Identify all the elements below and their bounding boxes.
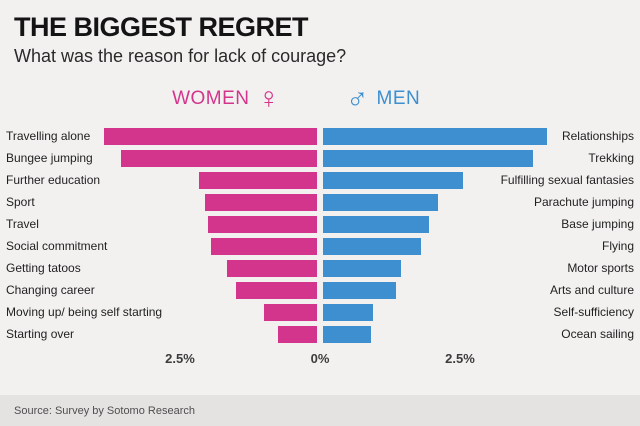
men-bar [323, 215, 430, 233]
women-category-label: Bungee jumping [6, 151, 93, 165]
male-symbol-icon: ♂ [346, 82, 369, 115]
legend: WOMEN ♀ ♂ MEN [0, 79, 640, 119]
women-bar [205, 193, 317, 211]
women-category-label: Moving up/ being self starting [6, 305, 163, 319]
women-category-label: Travelling alone [6, 129, 91, 143]
x-axis: 2.5% 0% 2.5% [0, 351, 640, 369]
men-bar [323, 259, 402, 277]
women-bar [210, 237, 317, 255]
men-bar [323, 303, 374, 321]
women-bar [199, 171, 317, 189]
axis-tick-left: 2.5% [165, 351, 195, 366]
chart-row: Travelling alone Relationships [0, 125, 640, 147]
women-bar [227, 259, 317, 277]
women-bar [235, 281, 317, 299]
page-title: THE BIGGEST REGRET [14, 12, 309, 42]
men-category-label: Ocean sailing [561, 327, 634, 341]
source-strip: Source: Survey by Sotomo Research [0, 395, 640, 426]
men-bar [323, 325, 371, 343]
women-bar [263, 303, 317, 321]
legend-women: WOMEN ♀ [0, 79, 320, 119]
women-category-label: Further education [6, 173, 101, 187]
women-category-label: Getting tatoos [6, 261, 81, 275]
chart-row: Starting over Ocean sailing [0, 323, 640, 345]
axis-tick-center: 0% [310, 351, 330, 366]
chart-row: Social commitment Flying [0, 235, 640, 257]
men-category-label: Self-sufficiency [553, 305, 634, 319]
source-text: Source: Survey by Sotomo Research [14, 404, 195, 417]
men-category-label: Flying [601, 239, 634, 253]
diverging-bar-chart: Travelling alone Relationships Bungee ju… [0, 125, 640, 345]
men-category-label: Fulfilling sexual fantasies [500, 173, 634, 187]
legend-men: ♂ MEN [320, 79, 640, 119]
chart-row: Bungee jumping Trekking [0, 147, 640, 169]
legend-men-label: MEN [376, 88, 421, 109]
axis-tick-right: 2.5% [445, 351, 475, 366]
female-symbol-icon: ♀ [257, 82, 281, 115]
men-bar [323, 171, 463, 189]
women-category-label: Travel [6, 217, 39, 231]
women-bar [121, 149, 317, 167]
women-category-label: Social commitment [6, 239, 108, 253]
chart-row: Moving up/ being self starting Self-suff… [0, 301, 640, 323]
legend-women-label: WOMEN [172, 88, 250, 109]
page-subtitle: What was the reason for lack of courage? [14, 46, 347, 66]
women-bar [207, 215, 317, 233]
chart-row: Further education Fulfilling sexual fant… [0, 169, 640, 191]
chart-row: Sport Parachute jumping [0, 191, 640, 213]
men-category-label: Motor sports [567, 261, 634, 275]
chart-row: Travel Base jumping [0, 213, 640, 235]
women-category-label: Starting over [6, 327, 75, 341]
men-bar [323, 193, 438, 211]
men-bar [323, 281, 396, 299]
men-category-label: Arts and culture [549, 283, 634, 297]
women-bar [277, 325, 317, 343]
women-category-label: Changing career [6, 283, 95, 297]
women-bar [104, 127, 317, 145]
men-category-label: Relationships [561, 129, 634, 143]
men-category-label: Trekking [588, 151, 634, 165]
men-bar [323, 237, 421, 255]
women-category-label: Sport [6, 195, 35, 209]
men-bar [323, 149, 533, 167]
men-category-label: Base jumping [561, 217, 634, 231]
chart-row: Changing career Arts and culture [0, 279, 640, 301]
chart-row: Getting tatoos Motor sports [0, 257, 640, 279]
men-category-label: Parachute jumping [533, 195, 634, 209]
men-bar [323, 127, 547, 145]
